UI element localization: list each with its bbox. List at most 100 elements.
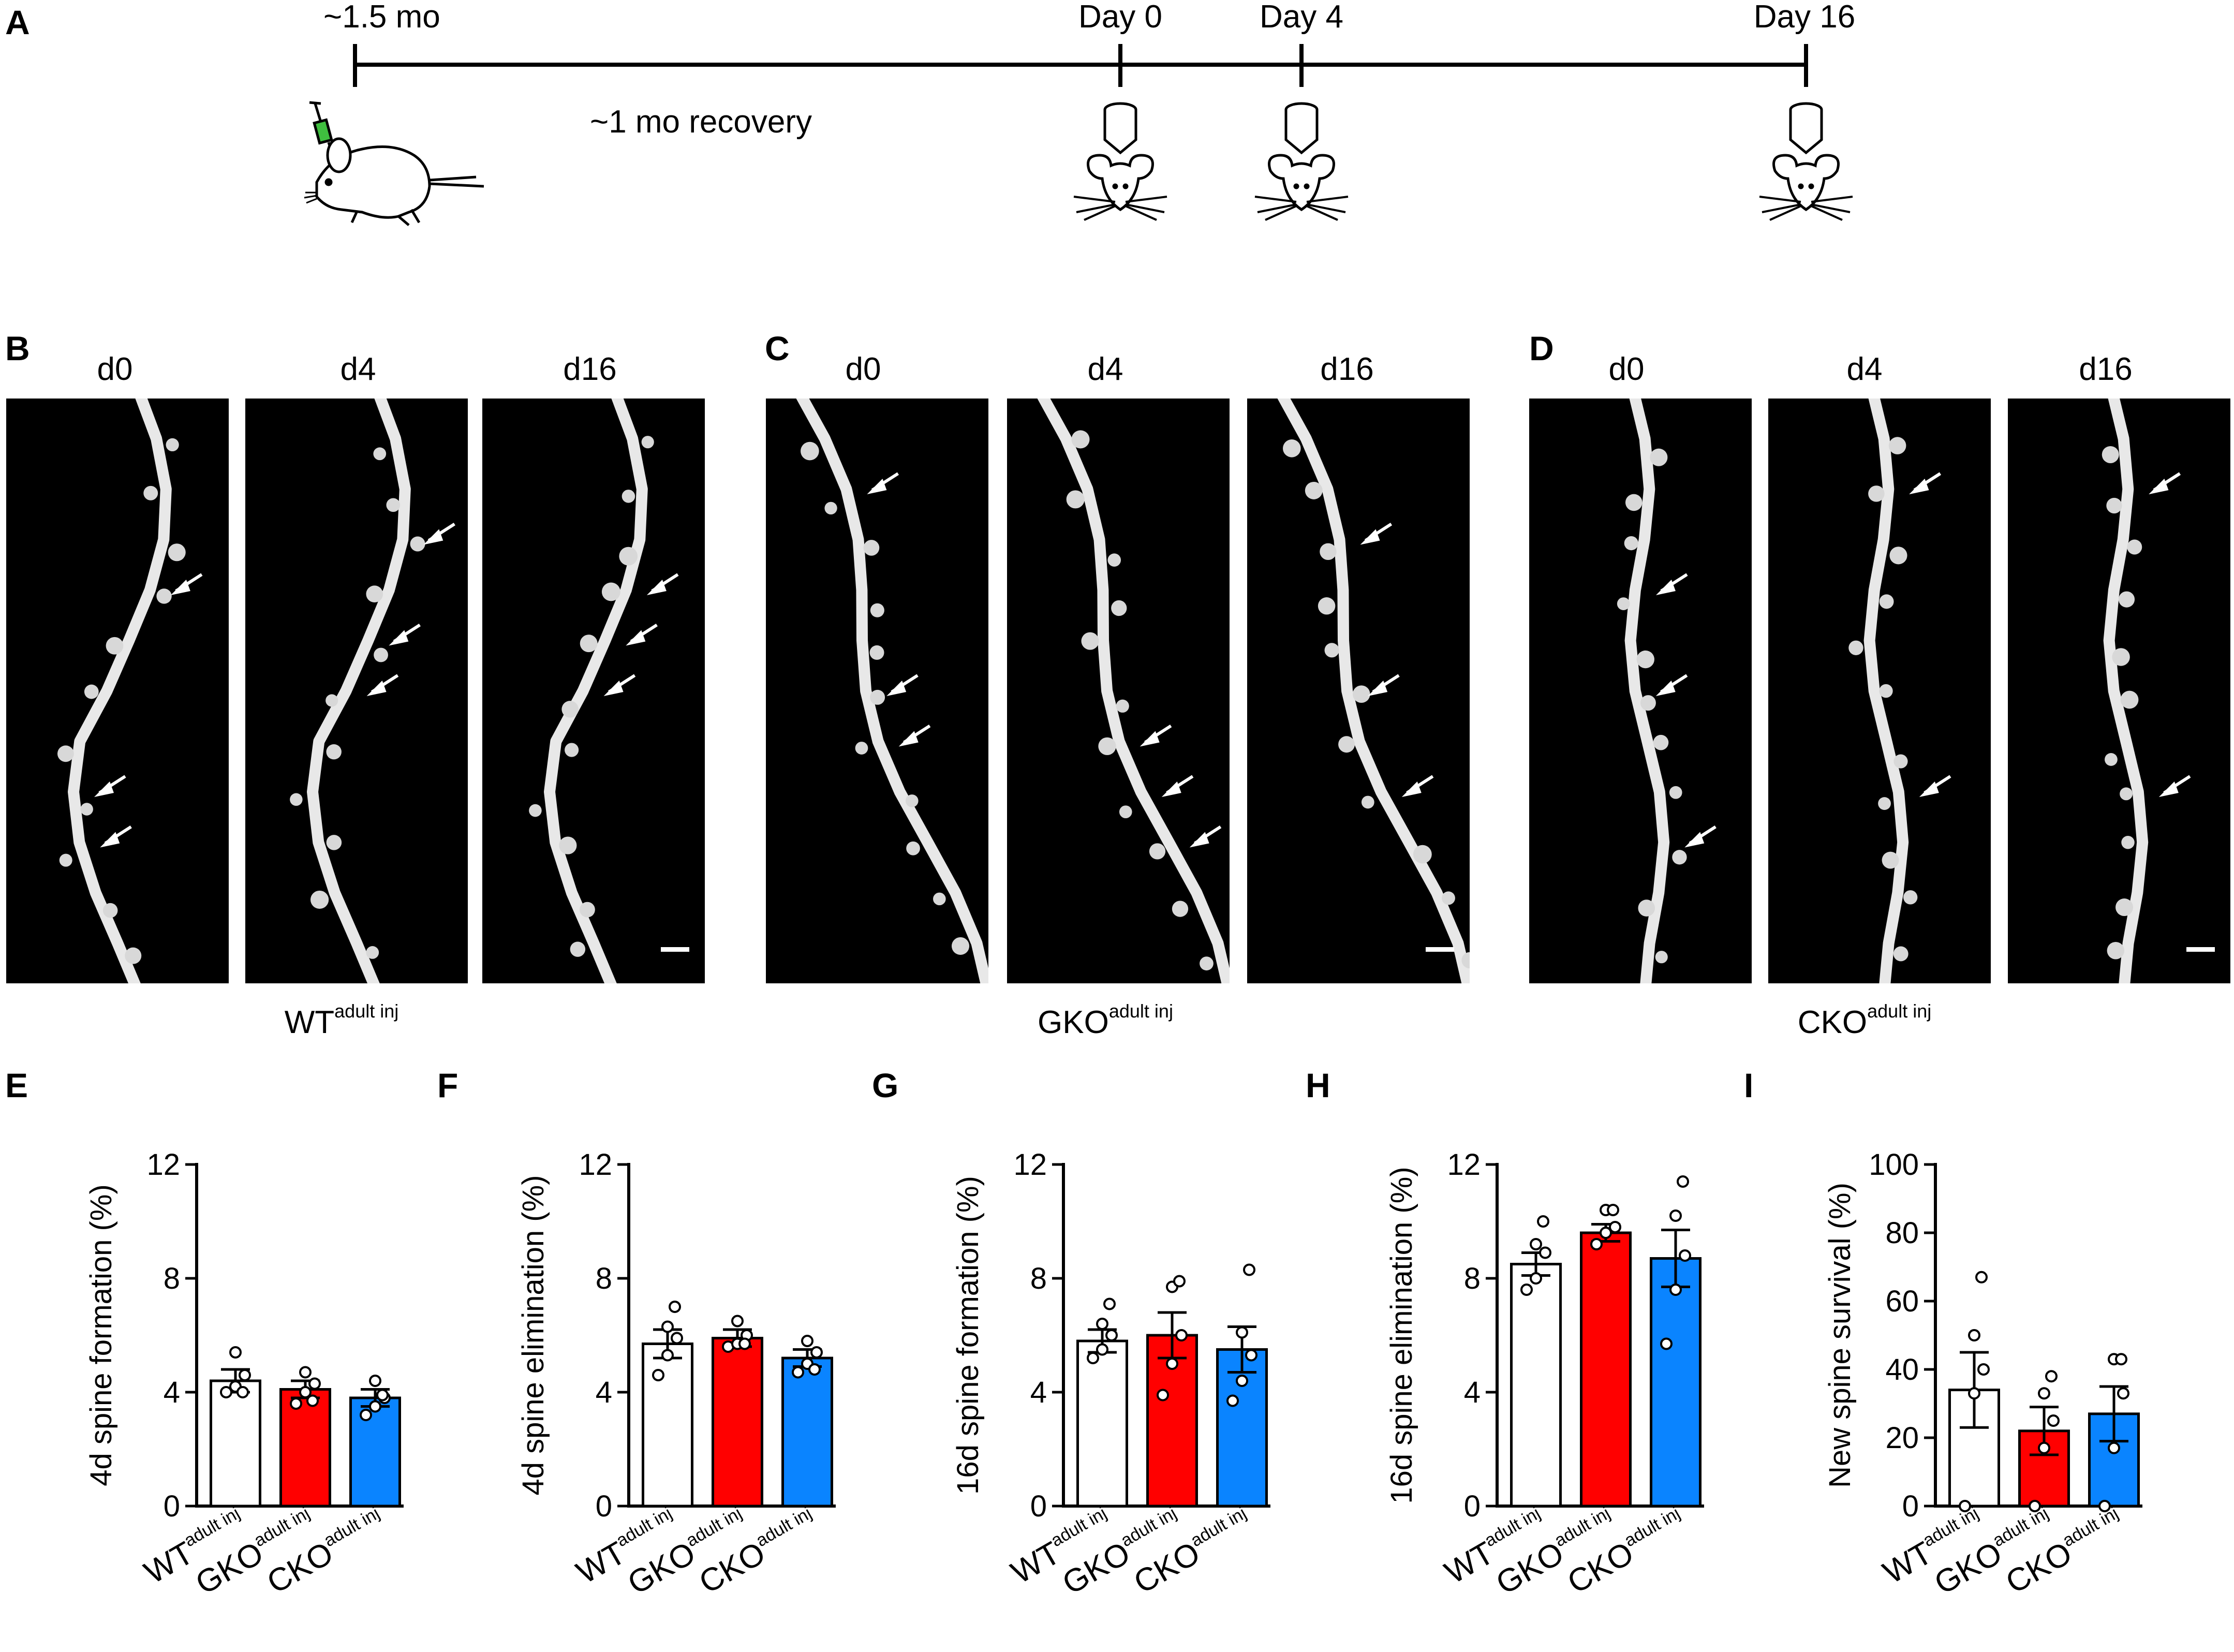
data-point xyxy=(1105,1329,1118,1341)
day-0-label: Day 0 xyxy=(1078,0,1162,35)
dendritic-spine xyxy=(1111,600,1127,616)
dendritic-spine xyxy=(166,438,179,452)
dendritic-spine xyxy=(1081,632,1099,650)
panel-letter-b: B xyxy=(5,329,30,367)
dendritic-spine xyxy=(1640,695,1656,711)
dendritic-spine xyxy=(601,582,620,601)
y-tick-label: 0 xyxy=(1464,1489,1481,1523)
y-tick-label: 12 xyxy=(1447,1148,1481,1182)
dendritic-spine xyxy=(1655,951,1668,964)
group-d-d16-label: d16 xyxy=(2079,351,2133,387)
data-point xyxy=(220,1386,232,1398)
data-point xyxy=(1609,1221,1621,1233)
y-tick-label: 100 xyxy=(1869,1148,1919,1182)
dendritic-spine xyxy=(1903,890,1918,905)
group-c-genotype: GKOadult inj xyxy=(1038,1000,1173,1040)
y-tick-label: 8 xyxy=(1464,1262,1481,1295)
dendritic-spine xyxy=(326,744,342,760)
y-axis-label: New spine survival (%) xyxy=(1823,1183,1857,1488)
data-point xyxy=(1166,1358,1178,1370)
recovery-label: ~1 mo recovery xyxy=(590,104,812,140)
dendritic-spine xyxy=(2112,648,2130,666)
timeline-diagram xyxy=(304,44,1853,226)
data-point xyxy=(1103,1297,1116,1310)
dendritic-spine xyxy=(1868,485,1885,502)
dendritic-spine xyxy=(143,485,158,500)
panel-letter-d: D xyxy=(1529,329,1554,367)
dendritic-spine xyxy=(1879,594,1894,609)
data-point xyxy=(1679,1249,1691,1262)
data-point xyxy=(1539,1246,1551,1259)
dendrite-micrograph xyxy=(1529,399,1752,983)
y-tick-label: 12 xyxy=(1013,1148,1047,1182)
dendritic-spine xyxy=(1636,650,1654,669)
y-tick-label: 0 xyxy=(1902,1489,1919,1523)
dendritic-spine xyxy=(1071,430,1090,449)
dendritic-spine xyxy=(59,853,72,867)
data-point xyxy=(1677,1175,1689,1188)
group-c-d0-label: d0 xyxy=(845,351,881,387)
dendrite-micrograph xyxy=(1007,399,1230,983)
data-point xyxy=(1520,1284,1533,1296)
data-point xyxy=(369,1400,381,1413)
arrow-marker xyxy=(1909,472,1941,494)
dendritic-spine xyxy=(1893,946,1908,962)
dendritic-spine xyxy=(1324,643,1339,658)
dendritic-spine xyxy=(1200,956,1214,971)
data-point xyxy=(2038,1441,2050,1454)
dendritic-spine xyxy=(801,441,819,461)
data-point xyxy=(1245,1349,1257,1362)
y-tick-label: 12 xyxy=(146,1148,180,1182)
dendritic-spine xyxy=(1107,553,1121,567)
dendritic-spine xyxy=(2120,690,2139,709)
dendritic-spine xyxy=(57,745,74,762)
dendritic-spine xyxy=(855,742,868,755)
dendritic-spine xyxy=(1066,490,1085,509)
dendrite-shaft xyxy=(544,399,648,983)
data-point xyxy=(1537,1215,1549,1228)
bar xyxy=(642,1343,693,1508)
dendritic-spine xyxy=(1149,843,1166,860)
dendritic-spine xyxy=(1320,543,1337,561)
data-point xyxy=(2045,1370,2058,1383)
data-point xyxy=(1157,1389,1169,1402)
dendritic-spine xyxy=(1882,851,1899,869)
dendritic-spine xyxy=(561,701,579,718)
panel-letter: I xyxy=(1744,1066,1753,1104)
panel-letter: H xyxy=(1306,1066,1330,1104)
arrow-marker xyxy=(1140,724,1172,747)
panel-letter: G xyxy=(872,1066,898,1104)
group-b-d16-label: d16 xyxy=(563,351,617,387)
data-point xyxy=(1968,1387,1980,1400)
dendrite-micrograph xyxy=(245,399,468,983)
bar xyxy=(1076,1339,1128,1508)
arrow-marker xyxy=(1368,674,1400,696)
arrow-marker xyxy=(867,472,899,494)
y-tick-label: 8 xyxy=(1030,1262,1047,1295)
dendritic-spine xyxy=(80,803,93,816)
data-point xyxy=(369,1375,381,1387)
data-point xyxy=(661,1349,674,1362)
dendritic-spine xyxy=(622,490,635,503)
dendrite-micrograph xyxy=(766,399,988,983)
dendritic-spine xyxy=(1119,805,1132,819)
dendritic-spine xyxy=(559,836,577,854)
dendritic-spine xyxy=(1669,786,1682,799)
dendritic-spine xyxy=(579,902,595,918)
dendritic-spine xyxy=(1305,481,1323,499)
y-tick-label: 8 xyxy=(596,1262,612,1295)
y-tick-label: 4 xyxy=(596,1376,612,1409)
arrow-marker xyxy=(1161,775,1194,797)
data-point xyxy=(290,1397,302,1410)
dendritic-spine xyxy=(168,543,186,562)
data-point xyxy=(1175,1329,1188,1341)
arrowhead-marker xyxy=(626,623,658,646)
dendrite-micrograph xyxy=(1768,399,1991,983)
data-point xyxy=(1096,1343,1108,1356)
arrow-marker xyxy=(1401,775,1434,797)
dendritic-spine xyxy=(1650,448,1668,466)
dendritic-spine xyxy=(326,694,338,707)
panel-letter: F xyxy=(437,1066,458,1104)
